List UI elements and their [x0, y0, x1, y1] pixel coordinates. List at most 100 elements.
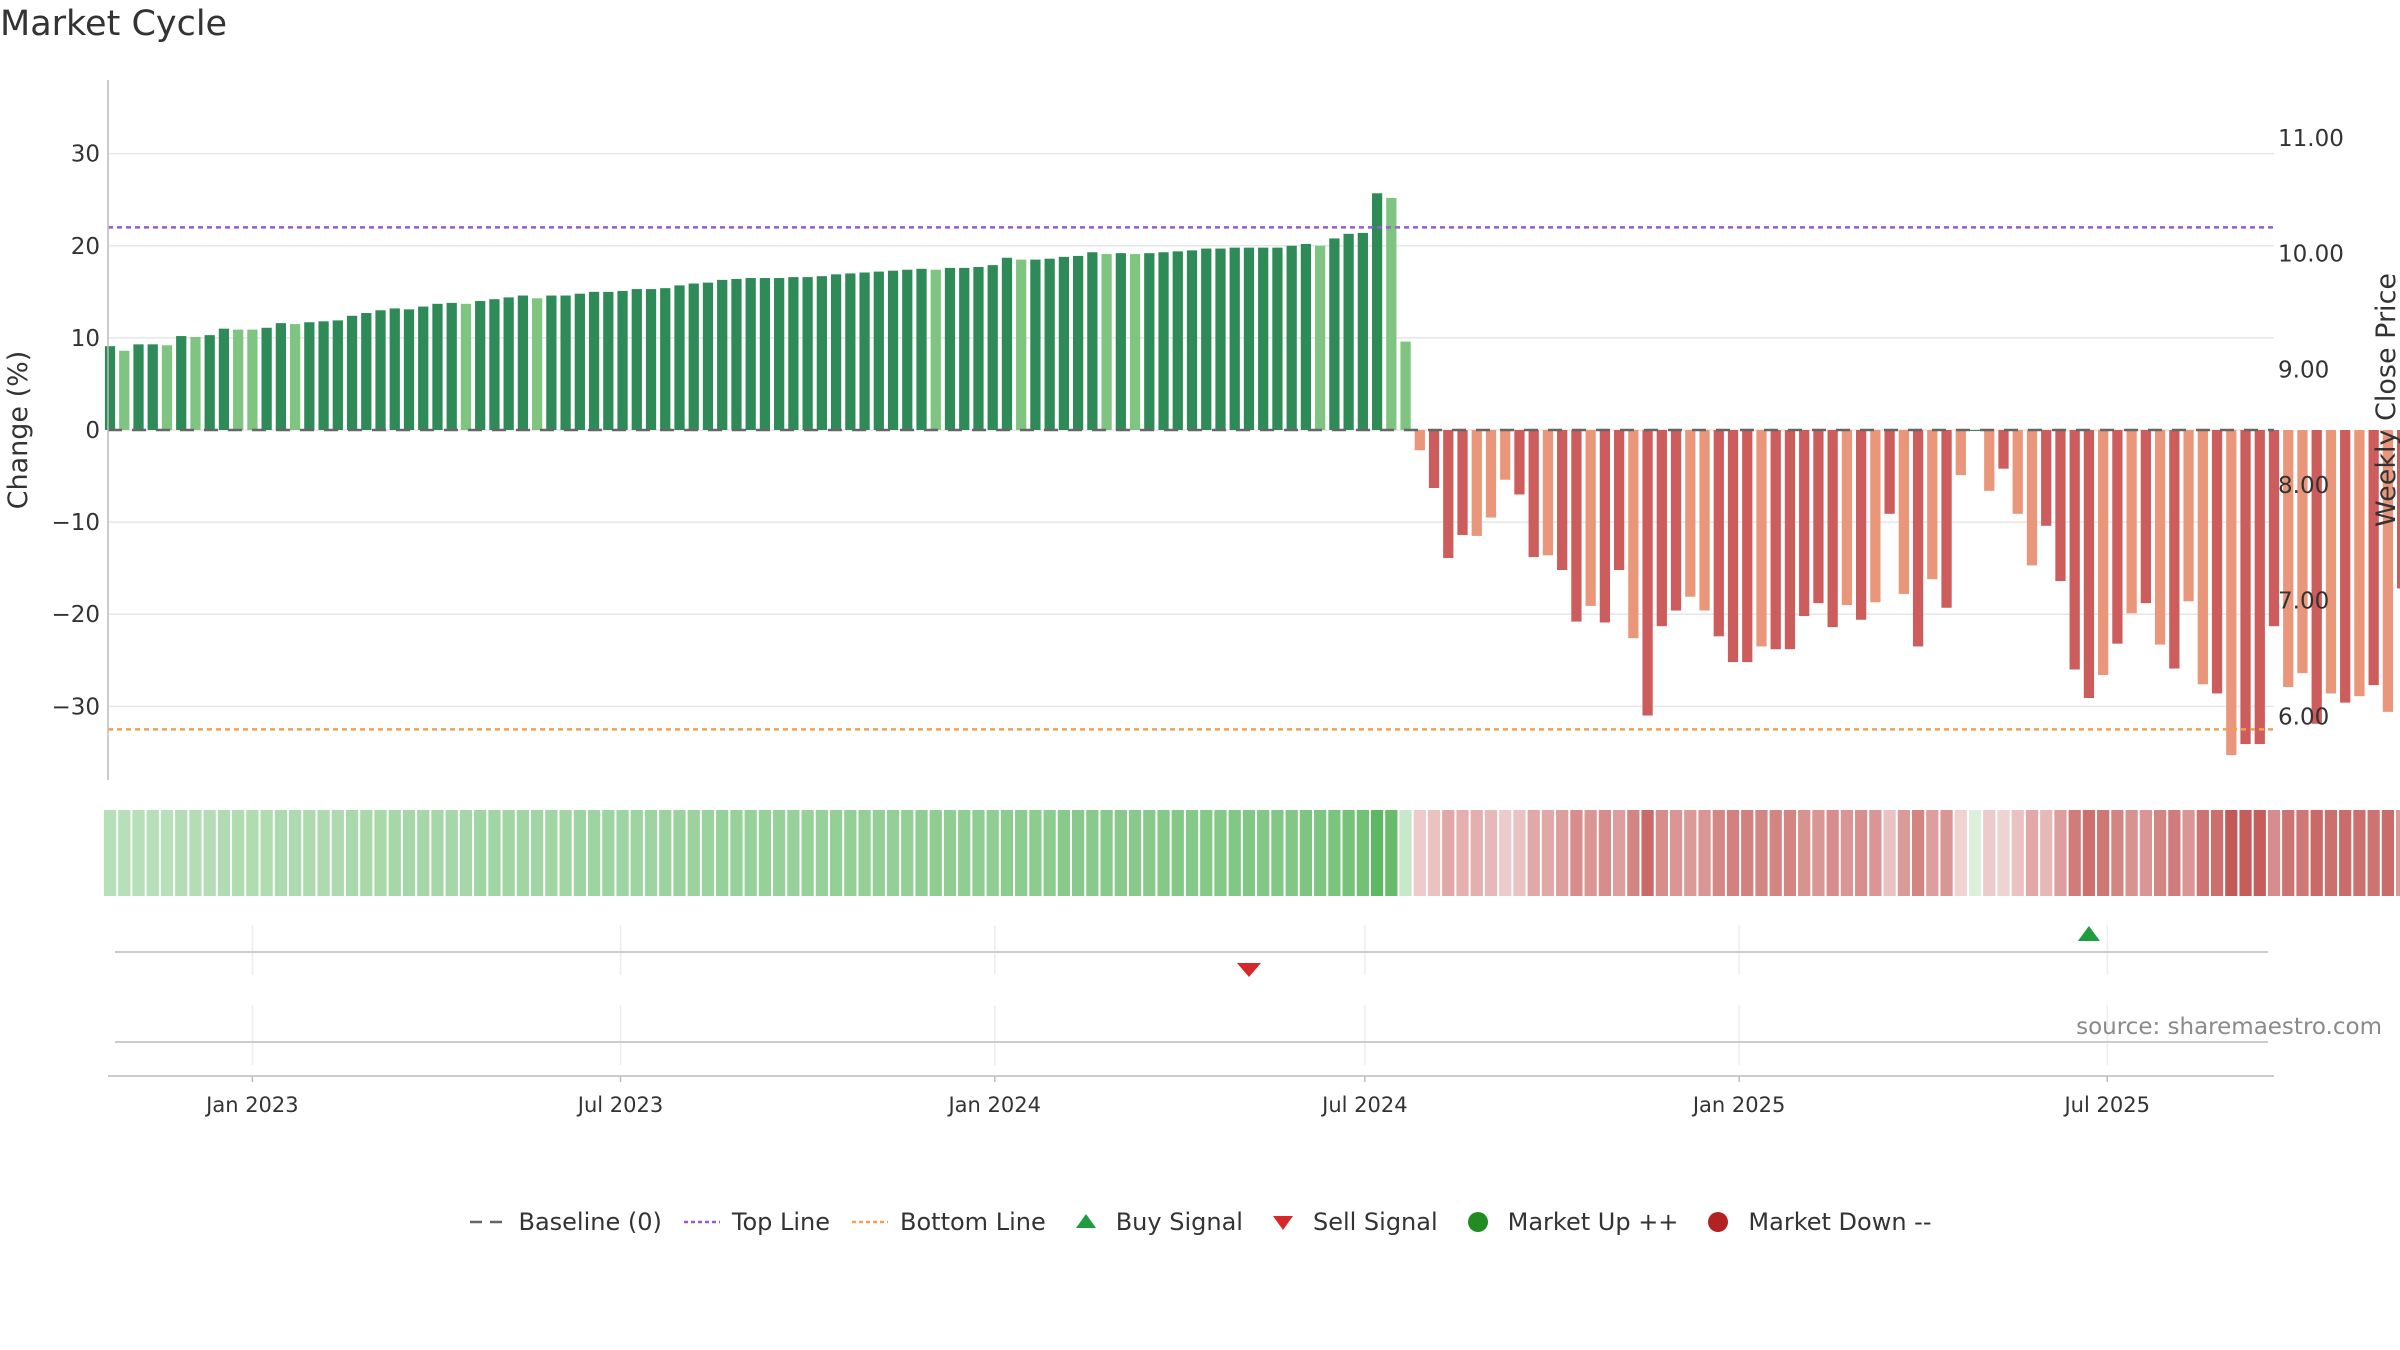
heat-cell [146, 810, 159, 896]
heat-cell [445, 810, 458, 896]
buy-signal-marker [2077, 926, 2100, 941]
change-bar [688, 283, 699, 430]
heat-cell [1214, 810, 1227, 896]
change-bar [1343, 233, 1354, 430]
x-tick-label: Jan 2023 [204, 1093, 299, 1117]
change-bar [859, 272, 870, 430]
dotted-line-icon [683, 1220, 720, 1224]
change-bar [830, 274, 842, 430]
change-bar [2268, 430, 2280, 627]
heat-cell [2182, 810, 2195, 896]
heat-cell [1143, 810, 1156, 896]
heat-cell [459, 810, 473, 896]
legend-label: Sell Signal [1312, 1208, 1438, 1236]
change-bar [489, 299, 500, 430]
change-bar [332, 320, 343, 430]
triangle-up-icon [1075, 1214, 1096, 1228]
change-bar [1898, 430, 1909, 594]
heat-cell [1883, 810, 1896, 896]
heat-cell [1527, 810, 1540, 896]
heat-cell [2082, 810, 2096, 896]
heat-cell [1043, 810, 1056, 896]
source-credit: source: sharemaestro.com [2076, 1014, 2382, 1040]
x-tick-label: Jul 2023 [576, 1093, 663, 1117]
heat-cell [2210, 810, 2224, 896]
change-bar [2140, 430, 2151, 604]
heat-cell [1783, 810, 1797, 896]
change-bar [1599, 430, 1611, 623]
change-bar [346, 315, 358, 430]
change-bar [660, 288, 671, 430]
heat-cell [886, 810, 900, 896]
heat-cell [488, 810, 501, 896]
change-bar [1969, 430, 1981, 431]
heat-cell [274, 810, 287, 896]
y-left-tick-label: 20 [71, 234, 100, 260]
legend-item: Buy Signal [1066, 1208, 1243, 1236]
heat-cell [1641, 810, 1654, 896]
heat-cell [217, 810, 231, 896]
legend-item: Market Down -- [1698, 1208, 1932, 1236]
heat-cell [573, 810, 586, 896]
circle-icon [1708, 1212, 1729, 1232]
change-bar [289, 324, 301, 430]
heat-cell [474, 810, 487, 896]
heat-cell [2339, 810, 2352, 896]
change-bar [247, 329, 258, 430]
heat-cell [1798, 810, 1811, 896]
heat-cell [531, 810, 544, 896]
heat-cell [787, 810, 800, 896]
heat-cell [773, 810, 786, 896]
heat-cell [1470, 810, 1483, 896]
change-bar [532, 298, 543, 430]
heat-cell [1769, 810, 1782, 896]
heat-cell [118, 810, 131, 896]
heat-cell [1257, 810, 1270, 896]
change-bar [1742, 430, 1753, 663]
change-bar [1243, 247, 1255, 430]
change-bar [275, 323, 286, 430]
heat-cell [1157, 810, 1170, 896]
change-bar [1286, 245, 1297, 430]
legend-label: Market Down -- [1748, 1208, 1932, 1236]
heat-cell [901, 810, 914, 896]
change-bar [261, 327, 272, 430]
heat-cell [2054, 810, 2067, 896]
heat-cell [2139, 810, 2152, 896]
change-bar [2126, 430, 2137, 614]
heat-cell [2168, 810, 2181, 896]
heat-cell [1541, 810, 1555, 896]
heat-cell [1755, 810, 1768, 896]
heat-cell [1015, 810, 1028, 896]
heat-cell [587, 810, 601, 896]
signal-panel-layer [115, 925, 2268, 1065]
chart-legend: Baseline (0) Top Line Bottom Line Buy Signa… [0, 1208, 2400, 1240]
change-bar [1528, 430, 1539, 558]
change-bar [546, 295, 557, 430]
heat-cell [701, 810, 715, 896]
change-bar [2283, 430, 2294, 687]
heat-cell [1869, 810, 1882, 896]
change-bar [1329, 238, 1340, 430]
change-bar [1001, 257, 1013, 430]
heat-cell [2253, 810, 2266, 896]
change-bar [1784, 430, 1796, 650]
change-bar [1727, 430, 1739, 663]
heat-cell [630, 810, 643, 896]
change-bar [233, 329, 244, 430]
heat-cell [2111, 810, 2124, 896]
change-bar [2041, 430, 2052, 526]
heat-cell [744, 810, 757, 896]
heat-cell [1968, 810, 1982, 896]
change-bar [2226, 430, 2237, 756]
heat-cell [1556, 810, 1569, 896]
heat-cell [2367, 810, 2380, 896]
heat-cell [1114, 810, 1127, 896]
change-bar [1642, 430, 1653, 716]
change-bar [987, 265, 998, 430]
change-bar [973, 266, 984, 430]
change-bar [1371, 193, 1383, 430]
change-bar [2240, 430, 2251, 745]
heat-cell [260, 810, 273, 896]
change-bar [2254, 430, 2265, 745]
